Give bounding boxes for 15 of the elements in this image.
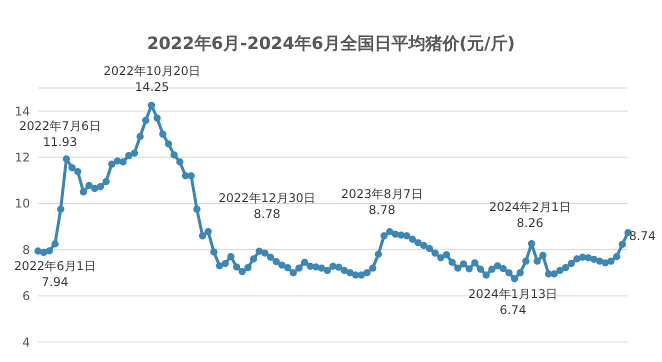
annotation: 2022年12月30日 8.78 [218, 190, 316, 222]
chart-title: 2022年6月-2024年6月全国日平均猪价(元/斤) [146, 33, 516, 56]
annotation: 2022年6月1日 7.94 [14, 258, 96, 290]
annotation: 2022年7月6日 11.93 [19, 118, 101, 150]
annotation: 2024年2月1日 8.26 [489, 199, 571, 231]
y-tick-label: 8 [22, 242, 30, 257]
annotation: 2022年10月20日 14.25 [103, 63, 201, 95]
annotation: 2024年1月13日 6.74 [468, 286, 558, 318]
y-tick-label: 12 [14, 150, 30, 165]
y-tick-label: 6 [22, 289, 30, 304]
annotation: 2023年8月7日 8.78 [341, 186, 423, 218]
y-tick-label: 10 [14, 196, 30, 211]
y-tick-label: 4 [22, 335, 30, 350]
y-tick-label: 14 [14, 104, 30, 118]
text: 8.74 [629, 228, 656, 244]
